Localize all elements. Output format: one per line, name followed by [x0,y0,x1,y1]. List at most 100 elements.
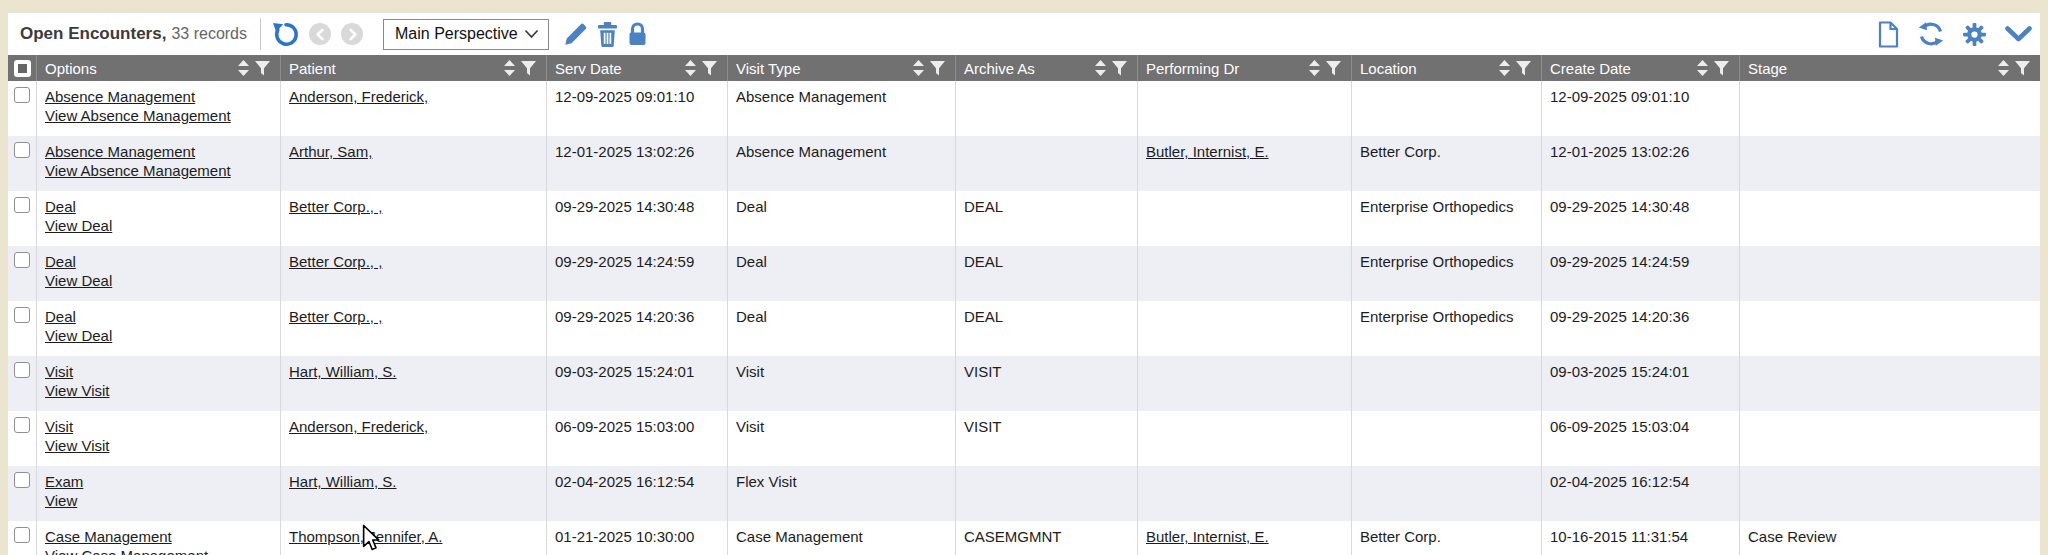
options-link[interactable]: View Visit [45,437,109,454]
sort-icon[interactable] [1998,60,2009,76]
column-label: Visit Type [736,60,913,77]
options-link[interactable]: Deal [45,308,76,325]
options-link[interactable]: Absence Management [45,88,195,105]
patient-link[interactable]: Hart, William, S. [289,473,397,490]
cell-stage [1739,191,2040,246]
options-link[interactable]: Exam [45,473,83,490]
filter-icon[interactable] [2015,61,2030,76]
options-link[interactable]: View Deal [45,272,112,289]
cell-patient: Better Corp., , [280,191,546,246]
gear-icon [1962,22,1987,47]
options-link[interactable]: Deal [45,253,76,270]
options-link[interactable]: View Visit [45,382,109,399]
filter-icon[interactable] [1516,61,1531,76]
cell-create_date: 09-29-2025 14:24:59 [1541,246,1739,301]
sort-icon[interactable] [1499,60,1510,76]
sort-icon[interactable] [1309,60,1320,76]
delete-perspective-button[interactable] [596,22,619,47]
filter-icon[interactable] [930,61,945,76]
edit-perspective-button[interactable] [563,22,588,47]
patient-link[interactable]: Arthur, Sam, [289,143,372,160]
row-checkbox[interactable] [14,362,30,378]
sort-icon[interactable] [504,60,515,76]
filter-icon[interactable] [1714,61,1729,76]
options-link[interactable]: View Deal [45,217,112,234]
filter-icon[interactable] [255,61,270,76]
select-all-checkbox[interactable] [14,60,31,77]
row-checkbox[interactable] [14,197,30,213]
column-header-options[interactable]: Options [36,55,280,81]
patient-link[interactable]: Better Corp., , [289,198,382,215]
perspective-dropdown[interactable]: Main Perspective [383,19,549,50]
column-header-create_date[interactable]: Create Date [1541,55,1739,81]
filter-icon[interactable] [1326,61,1341,76]
row-checkbox[interactable] [14,307,30,323]
new-document-button[interactable] [1877,21,1900,48]
sort-icon[interactable] [238,60,249,76]
filter-icon[interactable] [702,61,717,76]
patient-link[interactable]: Anderson, Frederick, [289,418,428,435]
sort-icon[interactable] [1697,60,1708,76]
patient-link[interactable]: Thompson, Jennifer, A. [289,528,442,545]
patient-link[interactable]: Better Corp., , [289,253,382,270]
cell-patient: Better Corp., , [280,246,546,301]
patient-link[interactable]: Anderson, Frederick, [289,88,428,105]
encounters-panel: Open Encounters, 33 records Main Perspec… [8,13,2040,555]
performing-dr-link[interactable]: Butler, Internist, E. [1146,528,1269,545]
collapse-button[interactable] [2005,26,2032,43]
performing-dr-link[interactable]: Butler, Internist, E. [1146,143,1269,160]
options-link[interactable]: Deal [45,198,76,215]
options-link[interactable]: View Case Management [45,547,208,555]
lock-icon[interactable] [627,21,648,47]
options-link[interactable]: Absence Management [45,143,195,160]
options-link[interactable]: View [45,492,77,509]
cell-serv_date: 01-21-2025 10:30:00 [546,521,727,555]
sort-icon[interactable] [1095,60,1106,76]
cell-stage [1739,301,2040,356]
cell-stage [1739,136,2040,191]
column-header-visit_type[interactable]: Visit Type [727,55,955,81]
table-body: Absence Management View Absence Managemen… [8,81,2040,555]
encounters-table: OptionsPatientServ Date Visit Type Archive… [8,55,2040,555]
chevron-left-icon [313,27,328,42]
options-link[interactable]: View Absence Management [45,162,231,179]
row-checkbox[interactable] [14,87,30,103]
toolbar: Open Encounters, 33 records Main Perspec… [8,13,2040,55]
row-checkbox[interactable] [14,472,30,488]
refresh-button[interactable] [1918,21,1944,47]
filter-icon[interactable] [1112,61,1127,76]
column-label: Stage [1748,60,1998,77]
options-link[interactable]: Visit [45,418,73,435]
row-checkbox[interactable] [14,417,30,433]
sort-icon[interactable] [913,60,924,76]
patient-link[interactable]: Hart, William, S. [289,363,397,380]
column-header-stage[interactable]: Stage [1739,55,2040,81]
cell-archive_as: DEAL [955,246,1137,301]
back-button[interactable] [309,23,331,45]
column-header-serv_date[interactable]: Serv Date [546,55,727,81]
column-header-archive_as[interactable]: Archive As [955,55,1137,81]
column-header-patient[interactable]: Patient [280,55,546,81]
chevron-down-bold-icon [2005,26,2032,43]
sort-icon[interactable] [685,60,696,76]
settings-button[interactable] [1962,22,1987,47]
options-link[interactable]: Visit [45,363,73,380]
undo-button[interactable] [272,21,299,48]
table-row: Case Management View Case Management Thomp… [8,521,2040,555]
forward-button[interactable] [341,23,363,45]
column-header-location[interactable]: Location [1351,55,1541,81]
options-link[interactable]: View Deal [45,327,112,344]
column-label: Location [1360,60,1499,77]
open-encounters-screen: { "toolbar": { "title": "Open Encounters… [0,0,2048,555]
options-link[interactable]: View Absence Management [45,107,231,124]
cell-archive_as [955,466,1137,521]
row-checkbox[interactable] [14,142,30,158]
filter-icon[interactable] [521,61,536,76]
row-checkbox[interactable] [14,252,30,268]
column-header-performing_dr[interactable]: Performing Dr [1137,55,1351,81]
options-link[interactable]: Case Management [45,528,172,545]
cell-serv_date: 12-09-2025 09:01:10 [546,81,727,136]
row-checkbox[interactable] [14,527,30,543]
cell-visit_type: Visit [727,356,955,411]
patient-link[interactable]: Better Corp., , [289,308,382,325]
